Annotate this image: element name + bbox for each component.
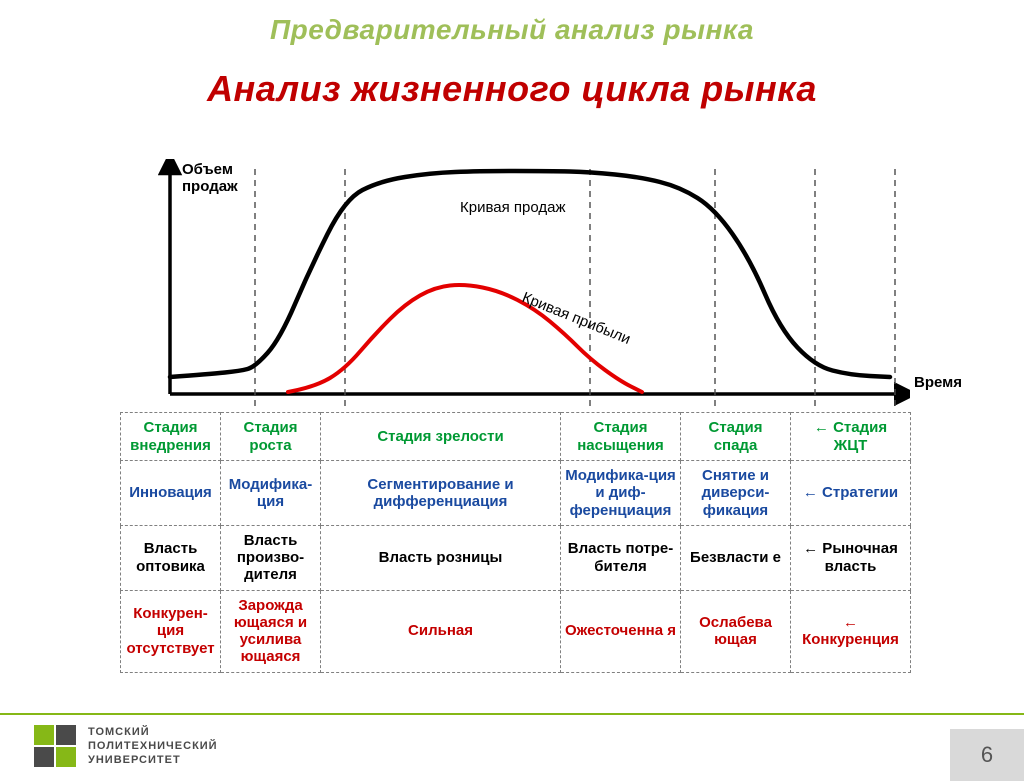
- logo-text: ТОМСКИЙПОЛИТЕХНИЧЕСКИЙУНИВЕРСИТЕТ: [88, 726, 218, 767]
- footer-divider: [0, 713, 1024, 715]
- y-axis-label: Объемпродаж: [182, 161, 238, 196]
- table-cell: Стадия насыщения: [561, 413, 681, 461]
- table-cell: Стадия внедрения: [121, 413, 221, 461]
- table-cell: Сегментирование и дифференциация: [321, 461, 561, 526]
- table-cell: Сильная: [321, 590, 561, 672]
- table-cell: Власть оптовика: [121, 525, 221, 590]
- table-cell: ← Рыночная власть: [791, 525, 911, 590]
- page-number-badge: 6: [950, 729, 1024, 781]
- table-cell: ← Конкуренция: [791, 590, 911, 672]
- table-cell: Власть произво-дителя: [221, 525, 321, 590]
- lifecycle-table: Стадия внедренияСтадия ростаСтадия зрело…: [120, 412, 910, 673]
- x-axis-label: Время: [914, 374, 962, 391]
- university-logo: ТОМСКИЙПОЛИТЕХНИЧЕСКИЙУНИВЕРСИТЕТ: [34, 725, 218, 769]
- table-cell: Власть потре-бителя: [561, 525, 681, 590]
- table-cell: ← Стратегии: [791, 461, 911, 526]
- slide-subtitle: Предварительный анализ рынка: [0, 14, 1024, 46]
- table-row: Конкурен-ция отсутствуетЗарожда ющаяся и…: [121, 590, 911, 672]
- table-cell: Ослабева ющая: [681, 590, 791, 672]
- table-cell: Стадия спада: [681, 413, 791, 461]
- table-cell: Безвласти е: [681, 525, 791, 590]
- table-cell: Снятие и диверси-фикация: [681, 461, 791, 526]
- table-cell: Ожесточенна я: [561, 590, 681, 672]
- table-row: ИнновацияМодифика-цияСегментирование и д…: [121, 461, 911, 526]
- table-cell: Власть розницы: [321, 525, 561, 590]
- table-cell: Модифика-ция: [221, 461, 321, 526]
- slide-title: Анализ жизненного цикла рынка: [0, 68, 1024, 110]
- logo-icon: [34, 725, 78, 769]
- table-row: Власть оптовикаВласть произво-дителяВлас…: [121, 525, 911, 590]
- table-cell: Зарожда ющаяся и усилива ющаяся: [221, 590, 321, 672]
- table-cell: Стадия зрелости: [321, 413, 561, 461]
- chart-svg: [120, 159, 910, 409]
- lifecycle-chart: Объемпродаж Время Кривая продаж Кривая п…: [120, 159, 910, 409]
- slide-footer: ТОМСКИЙПОЛИТЕХНИЧЕСКИЙУНИВЕРСИТЕТ 6: [0, 713, 1024, 781]
- table-row: Стадия внедренияСтадия ростаСтадия зрело…: [121, 413, 911, 461]
- table-cell: Модифика-ция и диф-ференциация: [561, 461, 681, 526]
- table-cell: Инновация: [121, 461, 221, 526]
- table-cell: ← Стадия ЖЦТ: [791, 413, 911, 461]
- table-cell: Конкурен-ция отсутствует: [121, 590, 221, 672]
- table-cell: Стадия роста: [221, 413, 321, 461]
- sales-curve-label: Кривая продаж: [460, 199, 566, 216]
